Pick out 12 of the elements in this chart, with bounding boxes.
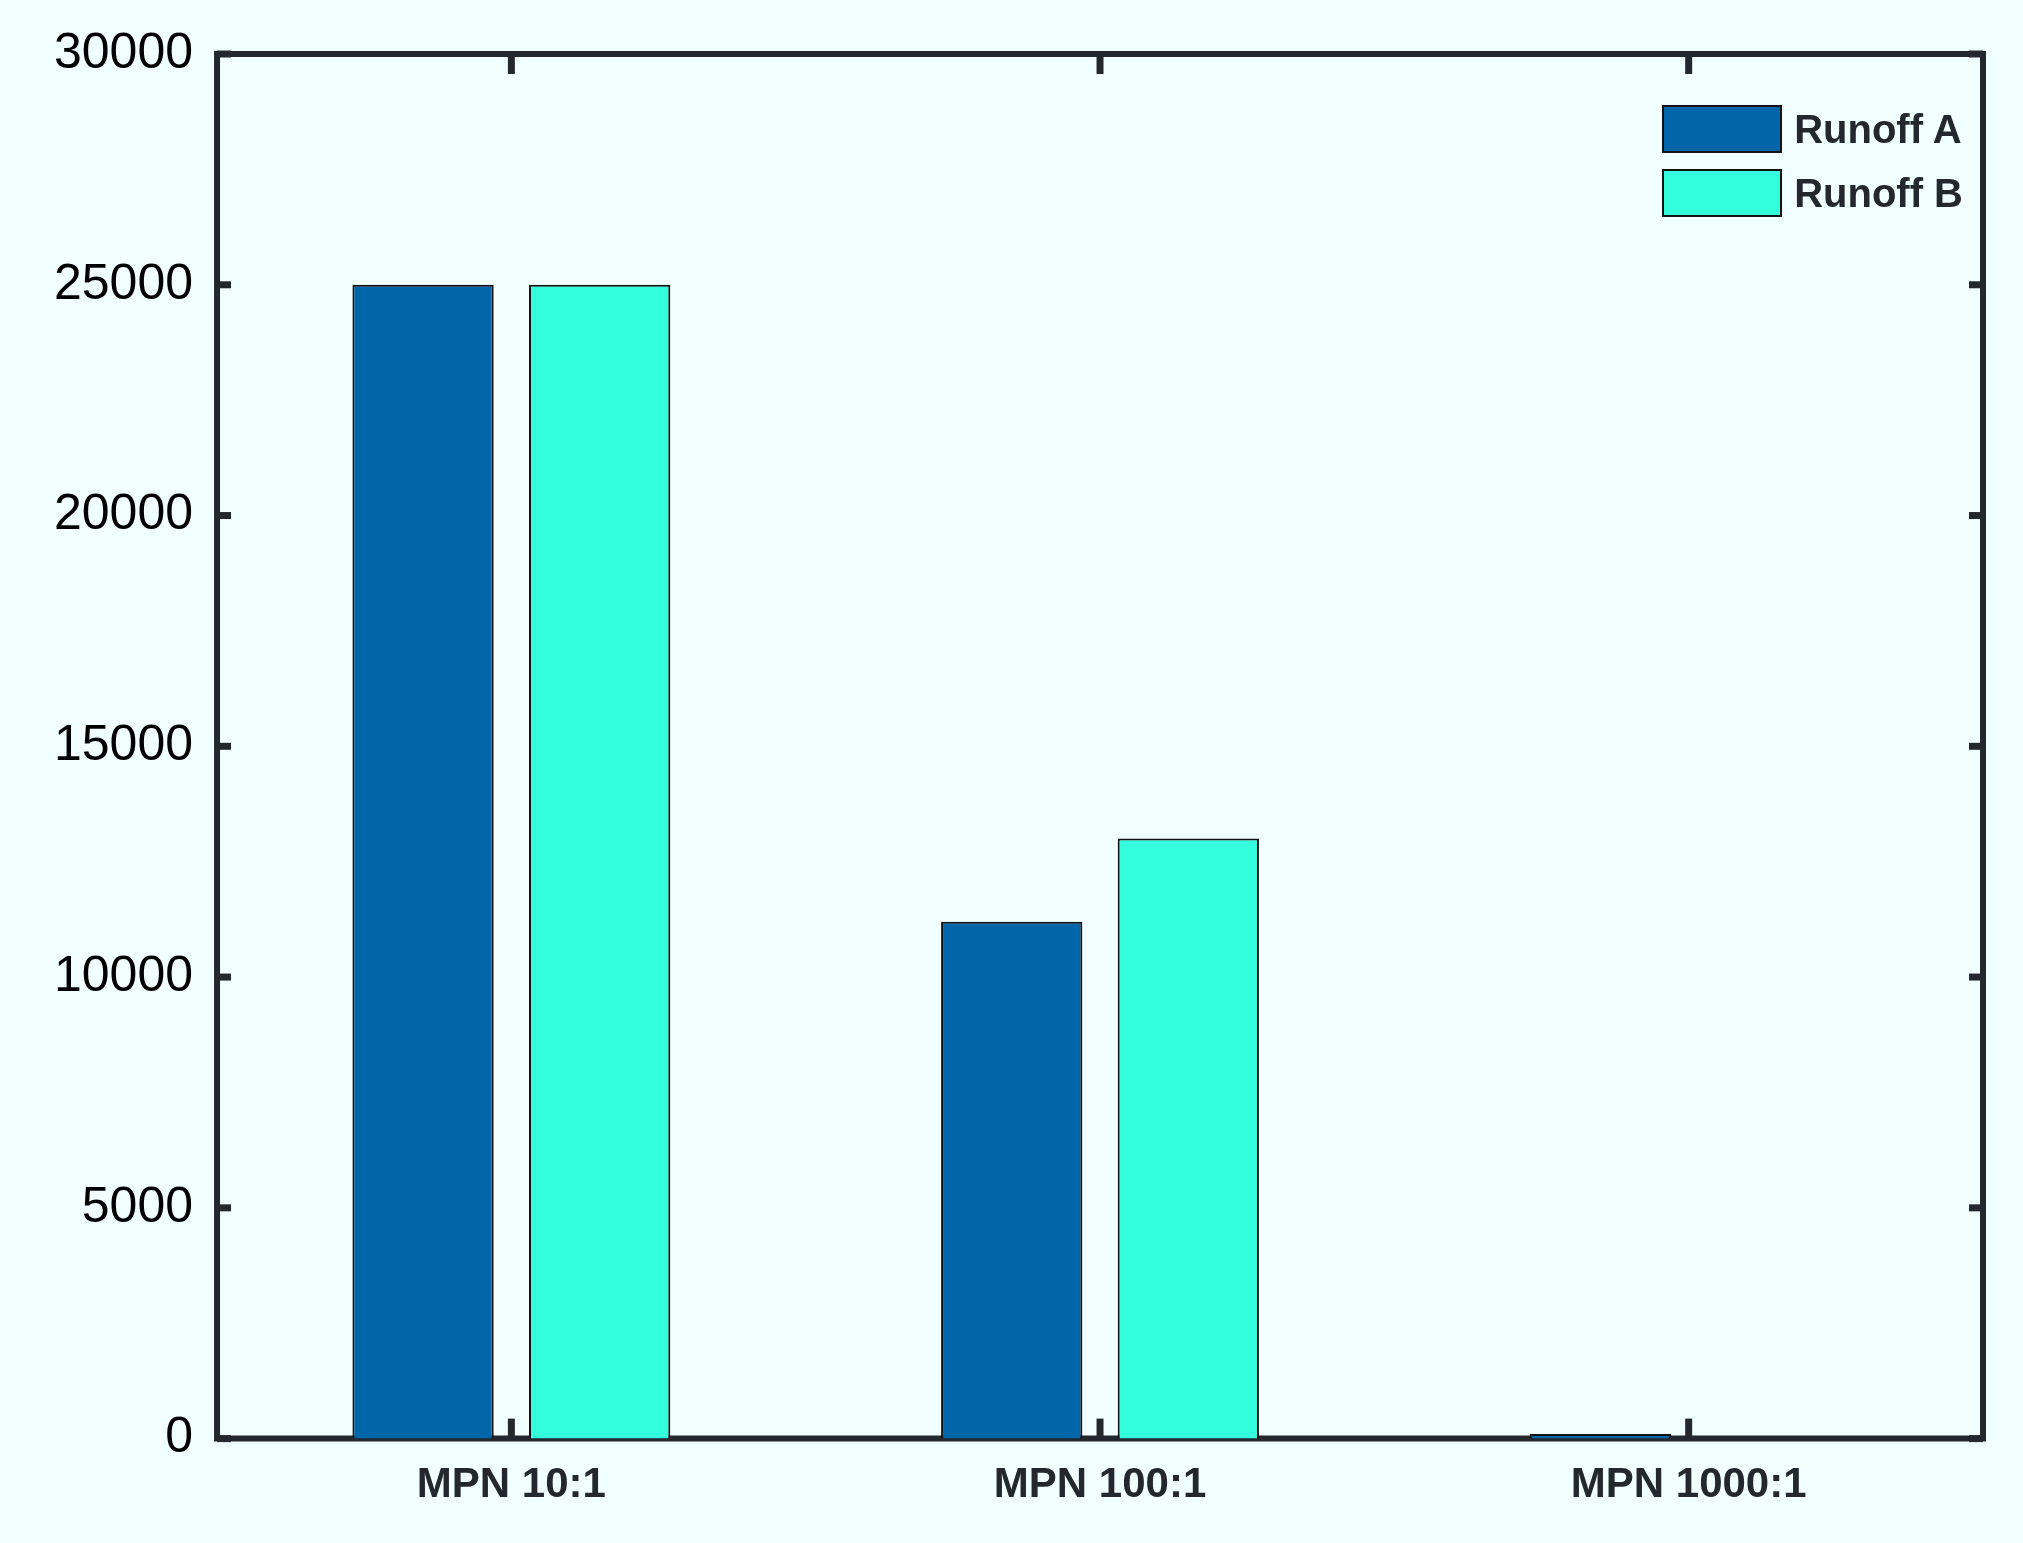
y-tick-label: 30000 xyxy=(53,22,194,79)
x-tick-label: MPN 1000:1 xyxy=(1570,1459,1807,1507)
y-tick-label: 15000 xyxy=(53,715,194,772)
legend-label: Runoff B xyxy=(1794,170,1963,216)
x-tick-label: MPN 100:1 xyxy=(993,1459,1207,1507)
y-tick-label: 0 xyxy=(165,1407,194,1464)
y-tick-label: 25000 xyxy=(53,253,194,310)
y-tick-label: 10000 xyxy=(53,945,194,1002)
legend-label: Runoff A xyxy=(1794,106,1962,152)
y-tick-label: 20000 xyxy=(53,484,194,541)
y-tick-label: 5000 xyxy=(81,1176,194,1233)
x-tick-label: MPN 10:1 xyxy=(416,1459,606,1507)
